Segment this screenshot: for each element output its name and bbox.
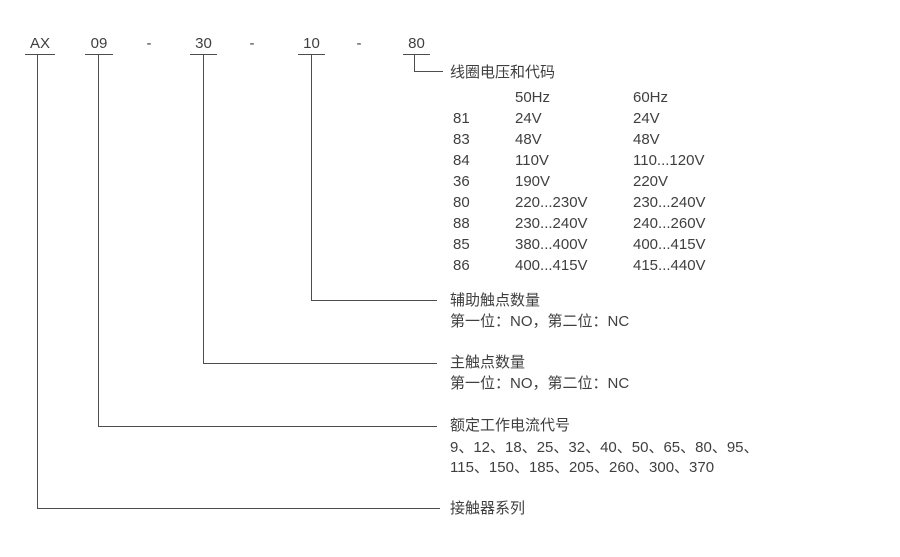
connector-main-contacts-vertical	[203, 55, 204, 363]
series-label: 接触器系列	[450, 500, 526, 517]
voltage-60hz: 24V	[633, 110, 660, 127]
voltage-table-row: 81 24V 24V	[453, 108, 783, 129]
voltage-50hz: 190V	[515, 173, 551, 190]
voltage-50hz: 220...230V	[515, 194, 588, 211]
voltage-60hz: 220V	[633, 173, 669, 190]
connector-main-contacts-horizontal	[203, 363, 437, 364]
rated-current-values-line1: 9、12、18、25、32、40、50、65、80、95、	[450, 439, 759, 456]
coil-voltage-label: 线圈电压和代码	[450, 64, 556, 81]
voltage-code: 86	[453, 257, 470, 274]
voltage-table-row: 84 110V 110...120V	[453, 150, 783, 171]
voltage-50hz: 48V	[515, 131, 542, 148]
voltage-table-row: 88 230...240V 240...260V	[453, 213, 783, 234]
code-segment-current: 09	[85, 35, 113, 55]
column-header-60hz: 60Hz	[633, 89, 669, 106]
connector-coil-voltage-vertical	[414, 55, 415, 71]
voltage-code: 81	[453, 110, 470, 127]
voltage-60hz: 400...415V	[633, 236, 706, 253]
coil-voltage-table: 50Hz 60Hz 81 24V 24V 83 48V 48V 84 110V …	[453, 87, 783, 276]
rated-current-label: 额定工作电流代号	[450, 417, 571, 434]
voltage-50hz: 380...400V	[515, 236, 588, 253]
voltage-table-row: 36 190V 220V	[453, 171, 783, 192]
voltage-50hz: 110V	[515, 152, 549, 169]
connector-aux-contacts-vertical	[311, 55, 312, 300]
connector-series-vertical	[37, 55, 38, 508]
aux-contacts-detail: 第一位：NO，第二位：NC	[450, 313, 630, 330]
voltage-60hz: 240...260V	[633, 215, 706, 232]
voltage-code: 80	[453, 194, 470, 211]
main-contacts-label: 主触点数量	[450, 354, 526, 371]
code-segment-main-contacts: 30	[190, 35, 217, 55]
voltage-code: 88	[453, 215, 470, 232]
rated-current-values-line2: 115、150、185、205、260、300、370	[450, 459, 715, 476]
voltage-50hz: 24V	[515, 110, 542, 127]
voltage-50hz: 400...415V	[515, 257, 588, 274]
code-separator: -	[146, 35, 152, 52]
voltage-60hz: 110...120V	[633, 152, 705, 169]
voltage-table-row: 83 48V 48V	[453, 129, 783, 150]
connector-series-horizontal	[37, 508, 440, 509]
connector-coil-voltage-horizontal	[414, 71, 443, 72]
connector-current-horizontal	[98, 426, 437, 427]
voltage-code: 85	[453, 236, 470, 253]
voltage-code: 84	[453, 152, 470, 169]
voltage-code: 36	[453, 173, 470, 190]
code-separator: -	[249, 35, 255, 52]
voltage-code-column-header	[453, 87, 515, 108]
code-segment-series: AX	[25, 35, 55, 55]
connector-aux-contacts-horizontal	[311, 300, 437, 301]
connector-current-vertical	[98, 55, 99, 426]
voltage-table-row: 85 380...400V 400...415V	[453, 234, 783, 255]
voltage-60hz: 48V	[633, 131, 660, 148]
main-contacts-detail: 第一位：NO，第二位：NC	[450, 375, 630, 392]
voltage-table-row: 86 400...415V 415...440V	[453, 255, 783, 276]
voltage-table-header-row: 50Hz 60Hz	[453, 87, 783, 108]
code-separator: -	[356, 35, 362, 52]
voltage-60hz: 415...440V	[633, 257, 706, 274]
voltage-50hz: 230...240V	[515, 215, 588, 232]
voltage-60hz: 230...240V	[633, 194, 706, 211]
aux-contacts-label: 辅助触点数量	[450, 292, 541, 309]
code-segment-coil-voltage: 80	[403, 35, 430, 55]
voltage-code: 83	[453, 131, 470, 148]
column-header-50hz: 50Hz	[515, 89, 551, 106]
code-segment-aux-contacts: 10	[298, 35, 325, 55]
voltage-table-row: 80 220...230V 230...240V	[453, 192, 783, 213]
